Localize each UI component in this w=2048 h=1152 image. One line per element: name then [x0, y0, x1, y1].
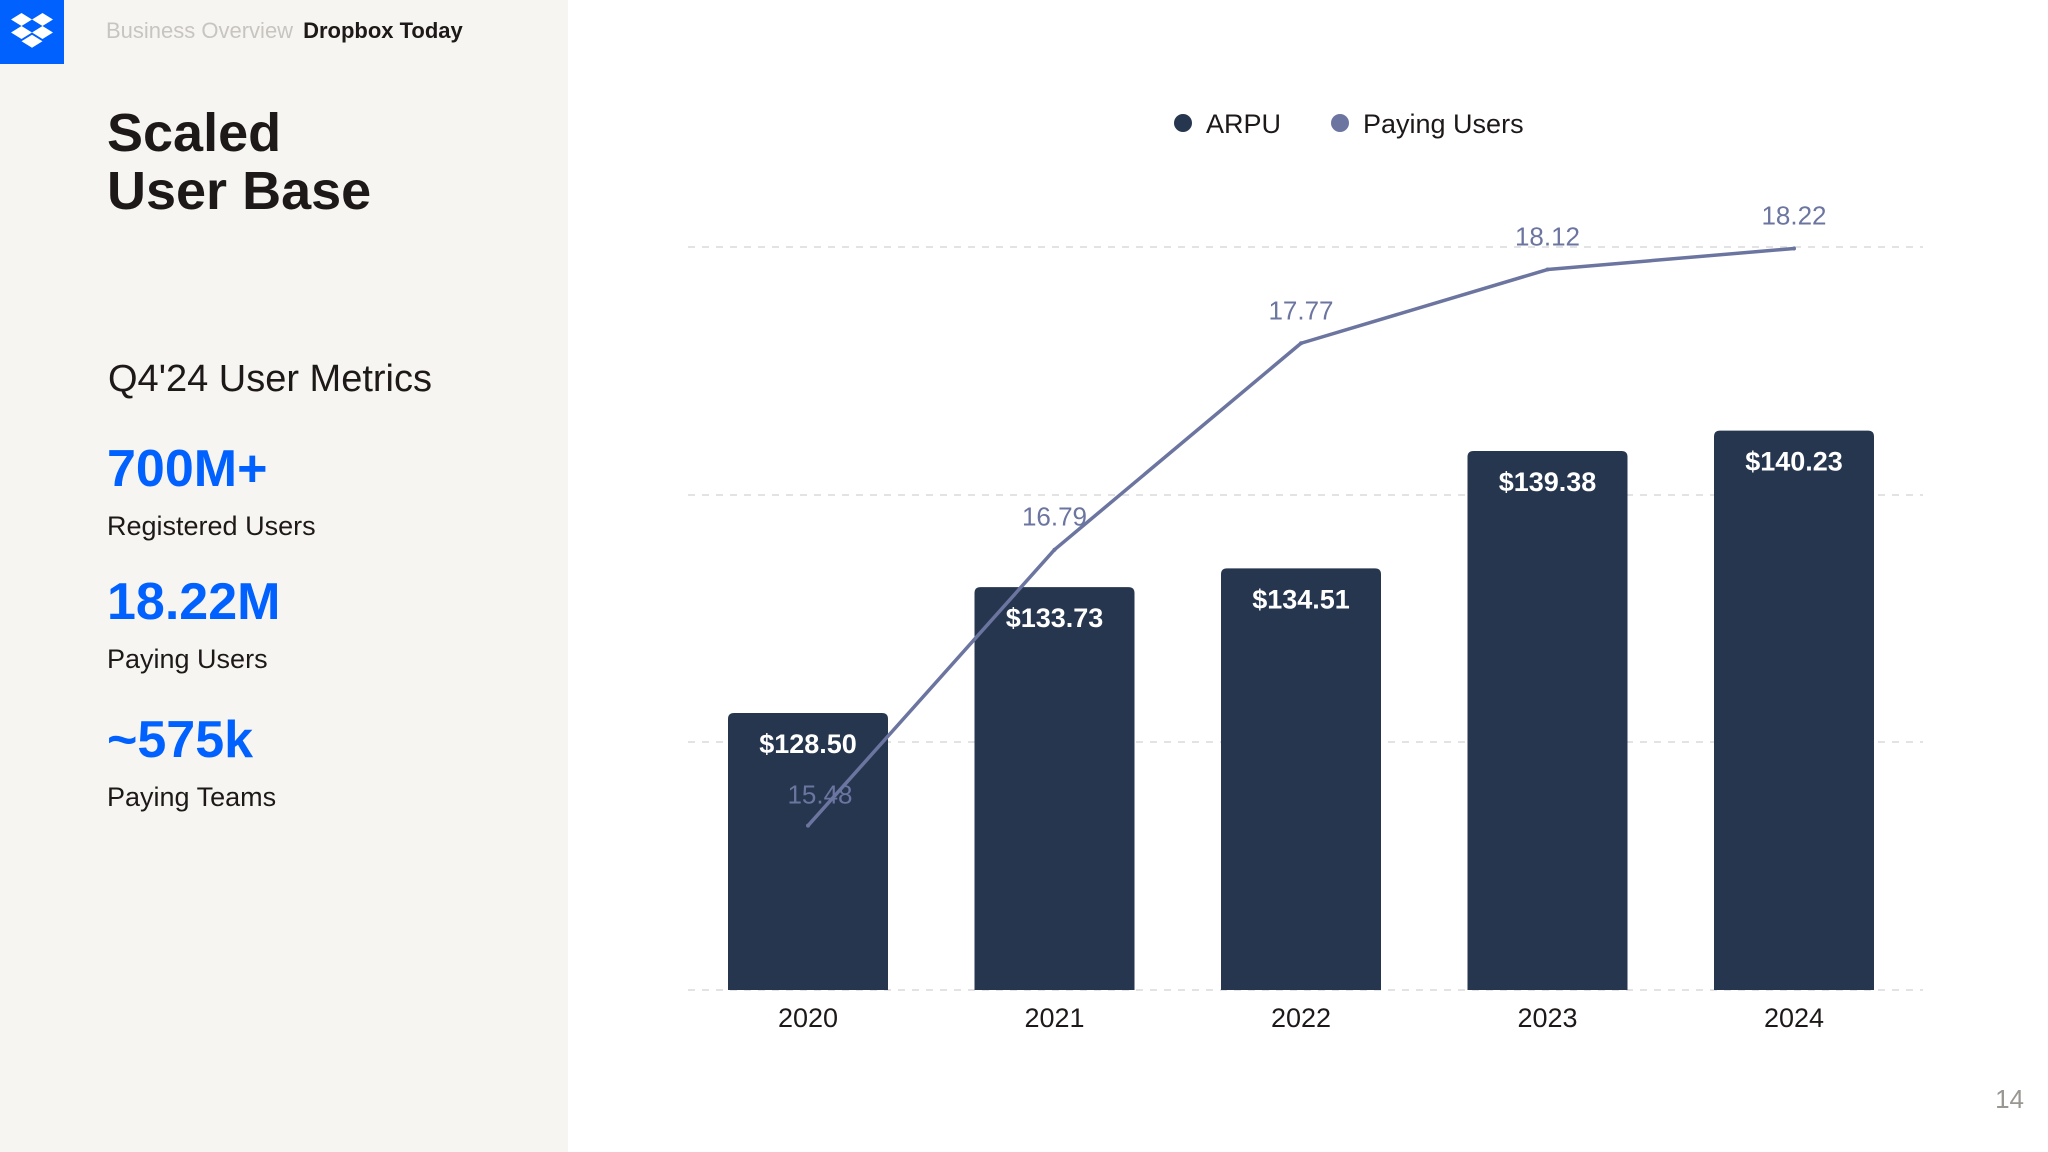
- legend-paying-users-label: Paying Users: [1363, 109, 1524, 139]
- breadcrumb-section[interactable]: Business Overview: [106, 18, 294, 43]
- metric-label: Paying Users: [107, 644, 268, 674]
- paying-users-point: [1545, 267, 1550, 272]
- breadcrumb: Business Overview Dropbox Today: [106, 18, 463, 44]
- metric-paying-teams: ~575k Paying Teams: [107, 711, 276, 813]
- paying-users-label: 15.48: [787, 780, 852, 810]
- paying-users-point: [1299, 341, 1303, 346]
- page-number: 14: [1995, 1084, 2024, 1114]
- paying-users-point: [806, 823, 810, 828]
- metric-paying-users: 18.22M Paying Users: [107, 573, 280, 675]
- metric-value: 700M+: [107, 440, 268, 498]
- arpu-bar: [974, 587, 1135, 990]
- arpu-bar: [1714, 430, 1874, 990]
- arpu-bar-label: $133.73: [1006, 603, 1104, 633]
- paying-users-label: 18.12: [1515, 222, 1580, 252]
- metric-label: Registered Users: [107, 511, 316, 541]
- x-tick-label: 2020: [778, 1003, 838, 1033]
- page-title-line-1: Scaled: [107, 103, 282, 163]
- arpu-bar-label: $128.50: [759, 729, 857, 759]
- breadcrumb-current: Dropbox Today: [303, 18, 463, 43]
- page-title-line-2: User Base: [107, 161, 372, 221]
- metrics-heading: Q4'24 User Metrics: [108, 358, 433, 400]
- metric-registered-users: 700M+ Registered Users: [107, 440, 316, 542]
- arpu-bar-label: $139.38: [1499, 467, 1597, 497]
- x-tick-label: 2023: [1517, 1003, 1577, 1033]
- dropbox-logo[interactable]: [0, 0, 64, 64]
- arpu-bar: [1221, 568, 1381, 990]
- sidebar-panel: Business Overview Dropbox Today Scaled Us…: [0, 0, 568, 1152]
- x-tick-label: 2024: [1764, 1003, 1824, 1033]
- legend-arpu-swatch: [1174, 114, 1192, 132]
- dropbox-logo-icon: [11, 13, 53, 48]
- paying-users-point: [1052, 547, 1057, 552]
- arpu-paying-users-chart: $128.50 $133.73 $134.51 $139.38 $140.23 2020 2…: [688, 109, 1923, 1033]
- legend-paying-users-swatch: [1331, 114, 1349, 132]
- paying-users-label: 18.22: [1761, 200, 1826, 230]
- arpu-bar-label: $140.23: [1745, 447, 1843, 477]
- arpu-bar-label: $134.51: [1252, 584, 1350, 614]
- page-title: Scaled User Base: [107, 104, 371, 220]
- x-tick-label: 2022: [1271, 1003, 1331, 1033]
- legend-arpu-label: ARPU: [1206, 109, 1281, 139]
- paying-users-label: 16.79: [1022, 502, 1087, 532]
- paying-users-point: [1792, 246, 1796, 251]
- arpu-bar: [1467, 451, 1628, 990]
- metric-value: 18.22M: [107, 573, 281, 631]
- x-tick-label: 2021: [1024, 1003, 1084, 1033]
- metric-label: Paying Teams: [107, 782, 277, 812]
- metric-value: ~575k: [107, 711, 254, 769]
- paying-users-label: 17.77: [1268, 295, 1333, 325]
